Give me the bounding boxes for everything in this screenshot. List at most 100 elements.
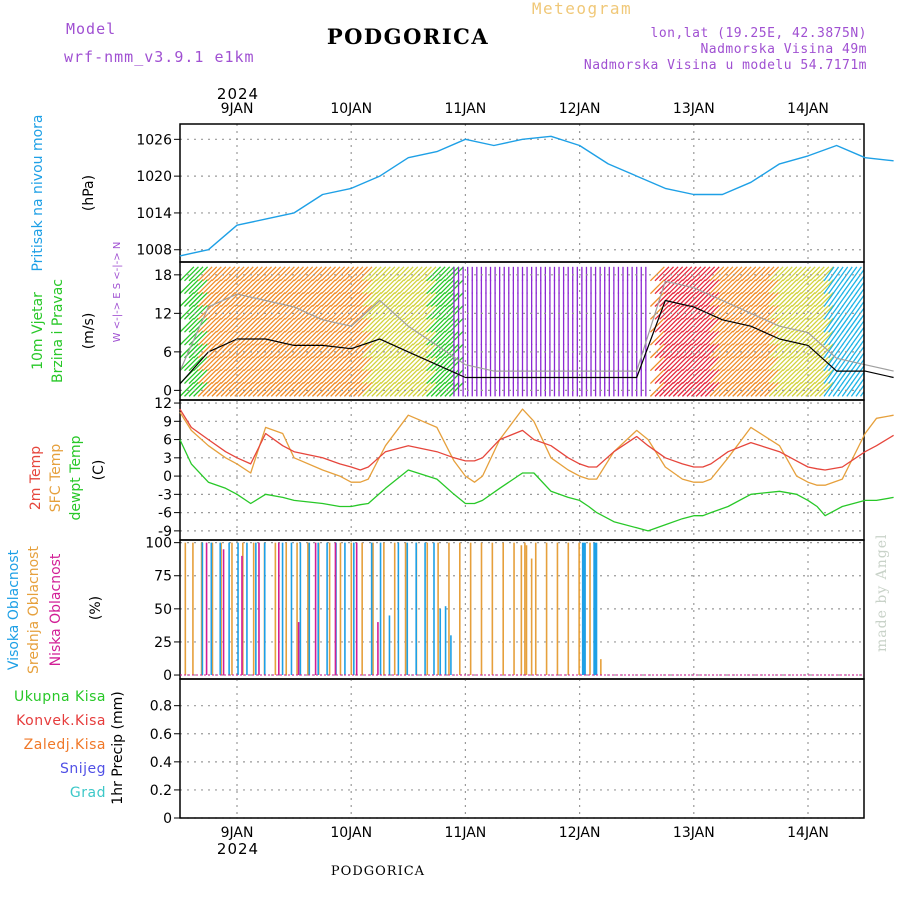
wind-barb <box>741 343 757 359</box>
wind-barb <box>238 304 254 320</box>
wind-barb <box>321 369 336 384</box>
wind-barb <box>677 266 693 282</box>
wind-barb <box>316 292 332 307</box>
wind-barb <box>380 266 396 282</box>
wind-barb <box>796 369 812 384</box>
wind-barb <box>677 369 693 384</box>
wind-barb <box>206 279 222 295</box>
wind-barb <box>247 279 263 295</box>
wind-barb <box>426 317 442 333</box>
wind-barb <box>850 317 862 333</box>
wind-barb <box>755 343 770 359</box>
wind-barb <box>430 317 446 333</box>
wind-barb <box>741 292 757 307</box>
wind-barb <box>261 317 277 333</box>
wind-barb <box>261 292 277 307</box>
wind-barb <box>832 343 844 359</box>
top-date-label: 12JAN <box>559 101 601 117</box>
wind-barb <box>193 343 209 359</box>
wind-barb <box>180 356 195 372</box>
wind-barb <box>672 317 688 333</box>
wind-barb <box>261 343 277 359</box>
wind-barb <box>846 343 858 359</box>
y-tick-label: 0.4 <box>150 755 172 771</box>
wind-barb <box>184 369 199 384</box>
wind-barb <box>316 381 332 397</box>
wind-barb <box>371 317 387 333</box>
wind-barb <box>180 330 195 346</box>
wind-barb <box>398 266 414 282</box>
credit: made by Angel <box>874 534 890 653</box>
wind-barb <box>197 292 213 307</box>
cloud-ylabel3: Niska Oblacnost <box>48 553 64 666</box>
wind-barb <box>339 356 355 372</box>
wind-barb <box>430 369 446 384</box>
wind-barb <box>289 292 304 307</box>
wind-barb <box>407 304 423 320</box>
wind-barb <box>334 292 350 307</box>
wind-barb <box>818 292 834 307</box>
wind-barb <box>188 266 204 282</box>
wind-barb <box>800 279 816 295</box>
wind-barb <box>435 330 451 346</box>
wind-barb <box>823 292 835 307</box>
wind-barb <box>818 317 834 333</box>
wind-barb <box>439 266 455 282</box>
wind-barb <box>727 369 743 384</box>
model-elevation-text: Nadmorska Visina u modelu 54.7171m <box>584 58 867 73</box>
wind-barb <box>659 304 674 320</box>
wind-barb <box>448 356 464 372</box>
top-date-axis: 9JAN 10JAN 11JAN 12JAN 13JAN 14JAN <box>221 101 829 117</box>
wind-barb <box>786 317 802 333</box>
wind-barb <box>316 304 332 320</box>
wind-barb <box>818 330 834 346</box>
cloud-ylabel: Visoka Oblacnost <box>6 549 22 670</box>
y-tick-label: 9 <box>163 414 172 430</box>
wind-barb <box>448 369 464 384</box>
wind-barb <box>809 304 825 320</box>
wind-barb <box>238 317 254 333</box>
wind-barb <box>841 304 853 320</box>
wind-barb <box>398 279 414 295</box>
wind-barb <box>860 351 864 359</box>
wind-barb <box>841 330 853 346</box>
wind-barb <box>270 266 286 282</box>
wind-barb <box>773 369 789 384</box>
wind-barb <box>686 279 702 295</box>
wind-barb <box>366 266 382 282</box>
wind-barb <box>206 343 222 359</box>
wind-barb <box>677 343 693 359</box>
wind-barb <box>307 330 323 346</box>
wind-barb <box>403 317 419 333</box>
wind-barb <box>293 292 309 307</box>
wind-barb <box>814 356 830 372</box>
wind-barb <box>307 292 323 307</box>
wind-barb <box>435 304 451 320</box>
wind-barb <box>846 381 858 397</box>
wind-barb <box>736 369 752 384</box>
wind-barb <box>416 356 432 372</box>
wind-barb <box>435 266 451 282</box>
precip-legend-item: Snijeg <box>60 761 106 777</box>
wind-barb <box>252 381 268 397</box>
wind-barb <box>800 330 816 346</box>
wind-barb <box>832 330 844 346</box>
wind-barb <box>252 304 268 320</box>
wind-barb <box>266 279 282 295</box>
wind-barb <box>768 369 784 384</box>
wind-barb <box>809 279 825 295</box>
wind-barb <box>353 381 368 397</box>
wind-barb <box>211 266 227 282</box>
wind-barb <box>330 292 346 307</box>
wind-barb <box>695 369 711 384</box>
precip-ylabel: 1hr Precip (mm) <box>110 691 126 804</box>
wind-barb <box>421 356 437 372</box>
wind-barb <box>786 279 802 295</box>
wind-barb <box>243 343 259 359</box>
wind-barb <box>215 330 231 346</box>
wind-barb <box>257 330 273 346</box>
wind-barb <box>298 343 314 359</box>
wind-barb <box>837 381 849 397</box>
wind-barb <box>659 266 674 282</box>
wind-barb <box>727 343 743 359</box>
